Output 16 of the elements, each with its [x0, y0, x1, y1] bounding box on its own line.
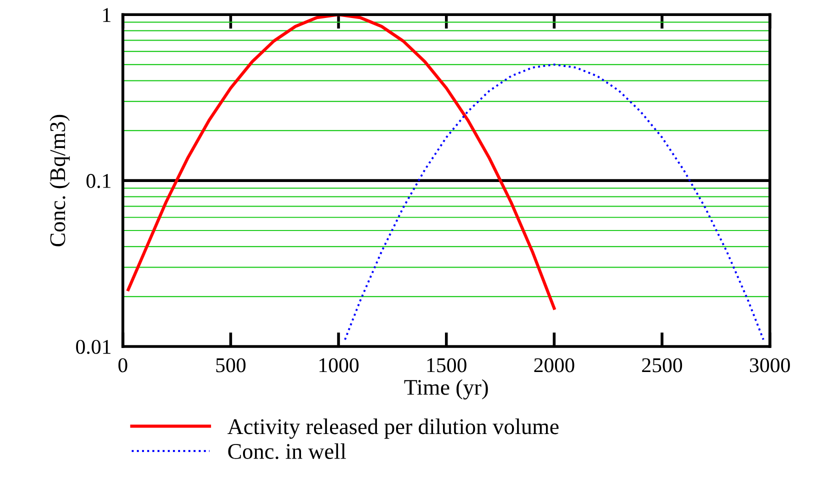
y-tick-label: 1	[103, 8, 110, 22]
x-tick-label: 1500	[427, 358, 466, 372]
x-tick-label: 500	[216, 358, 246, 372]
y-tick-label: 0.01	[76, 340, 110, 354]
legend-label: Activity released per dilution volume	[228, 418, 559, 439]
x-axis-title: Time (yr)	[404, 379, 488, 400]
y-axis-title: Conc. (Bq/m3)	[50, 114, 70, 246]
x-tick-label: 2000	[534, 358, 574, 372]
x-tick-label: 2500	[642, 358, 682, 372]
y-tick-label: 0.1	[86, 174, 110, 188]
x-tick-label: 3000	[750, 358, 790, 372]
legend-label: Conc. in well	[228, 443, 346, 460]
line-series	[126, 14, 556, 310]
x-tick-label: 0	[118, 358, 128, 372]
line-series	[344, 64, 764, 341]
x-tick-label: 1000	[320, 358, 359, 372]
